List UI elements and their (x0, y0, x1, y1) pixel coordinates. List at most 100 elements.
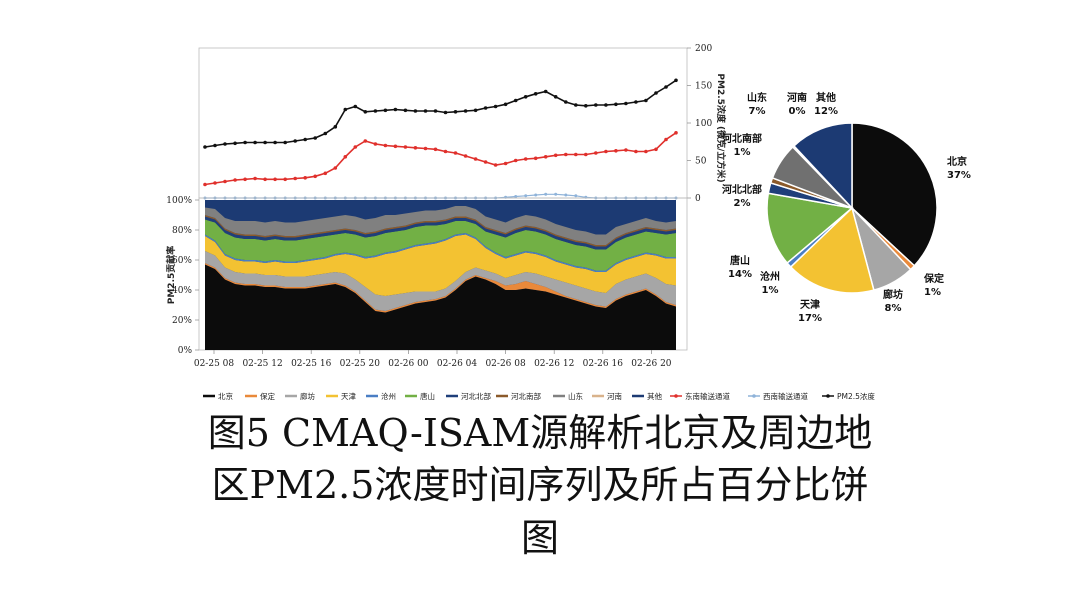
area-band-唐山 (205, 219, 676, 271)
series-line-东南输送通道 (204, 132, 677, 186)
point-东南输送通道-14 (343, 155, 348, 159)
point-西南输送通道-32 (524, 194, 528, 198)
caption-line-3: 图 (520, 516, 559, 560)
point-PM2-5浓度-4 (243, 140, 247, 145)
legend-label-东南输送通道: 东南输送通道 (685, 391, 730, 401)
point-PM2-5浓度-17 (373, 109, 378, 113)
series-line-PM2-5浓度 (204, 79, 677, 148)
pie-chart: 北京 37% 保定 1% 廊坊 8% 天津 17% 沧州 1% 唐山 14% 河北北部 2% 河北南部 1% 山… (722, 91, 971, 324)
line-ytick-label-150: 150 (695, 82, 712, 92)
point-东南输送通道-45 (654, 147, 658, 152)
point-东南输送通道-34 (543, 155, 548, 159)
point-东南输送通道-9 (293, 176, 298, 181)
point-东南输送通道-44 (644, 149, 648, 154)
caption-line-2: 区PM2.5浓度时间序列及所占百分比饼 (211, 463, 869, 507)
point-东南输送通道-0 (203, 182, 207, 187)
point-东南输送通道-32 (523, 157, 528, 161)
line-ytick-label-0: 0 (695, 194, 701, 204)
point-PM2-5浓度-23 (433, 109, 438, 113)
xtick-label-4: 02-26 00 (388, 359, 429, 369)
point-东南输送通道-28 (483, 160, 488, 164)
legend-label-保定: 保定 (260, 391, 275, 401)
point-东南输送通道-20 (403, 145, 408, 149)
line-ytick-label-200: 200 (695, 44, 712, 54)
area-band-保定 (205, 263, 676, 313)
pie-slice-北京 (851, 122, 938, 267)
point-PM2-5浓度-24 (443, 110, 448, 115)
legend-label-唐山: 唐山 (420, 391, 435, 401)
point-PM2-5浓度-42 (624, 101, 628, 106)
point-PM2-5浓度-26 (463, 109, 468, 113)
point-东南输送通道-18 (383, 143, 388, 148)
point-PM2-5浓度-14 (343, 107, 348, 112)
line-ytick-label-50: 50 (695, 157, 707, 167)
area-ytick-label-0-: 0% (178, 346, 193, 356)
xtick-label-6: 02-26 08 (485, 359, 526, 369)
point-PM2-5浓度-31 (513, 98, 518, 103)
point-PM2-5浓度-41 (614, 102, 618, 107)
point-东南输送通道-42 (624, 148, 628, 152)
point-PM2-5浓度-36 (564, 100, 568, 104)
point-东南输送通道-25 (453, 151, 458, 155)
area-ytick-label-20-: 20% (172, 316, 192, 326)
point-PM2-5浓度-15 (353, 104, 358, 109)
line-plot (203, 78, 678, 200)
point-西南输送通道-37 (574, 194, 578, 198)
point-PM2-5浓度-39 (594, 103, 598, 107)
area-band-廊坊 (205, 251, 676, 311)
area-ytick-label-60-: 60% (172, 256, 192, 266)
area-ytick-label-100-: 100% (166, 196, 192, 206)
pie-label-name-北京: 北京 (947, 155, 967, 168)
pie-label-pct-河北北部: 2% (734, 198, 751, 209)
point-西南输送通道-35 (554, 192, 558, 196)
point-PM2-5浓度-2 (223, 142, 227, 146)
point-东南输送通道-4 (243, 177, 247, 182)
legend-label-PM2-5浓度: PM2.5浓度 (837, 391, 875, 401)
pie-label-天津: 天津 17% (798, 298, 822, 324)
point-PM2-5浓度-21 (413, 109, 418, 113)
point-PM2-5浓度-1 (213, 143, 217, 148)
area-ytick-label-40-: 40% (172, 286, 192, 296)
point-PM2-5浓度-43 (634, 100, 638, 104)
pie-label-name-保定: 保定 (923, 272, 944, 285)
point-东南输送通道-26 (463, 154, 468, 158)
point-东南输送通道-10 (303, 176, 308, 180)
area-plot (205, 200, 676, 350)
pie-label-name-河北南部: 河北南部 (722, 132, 762, 145)
point-PM2-5浓度-38 (584, 104, 588, 108)
point-东南输送通道-31 (513, 158, 518, 163)
point-东南输送通道-22 (423, 146, 428, 151)
area-band-河北南部 (205, 215, 676, 247)
xtick-label-1: 02-25 12 (242, 359, 282, 369)
legend-marker-西南输送通道 (752, 394, 756, 398)
point-PM2-5浓度-44 (644, 98, 648, 103)
xtick-label-2: 02-25 16 (291, 359, 332, 369)
point-PM2-5浓度-19 (393, 107, 398, 112)
point-东南输送通道-21 (413, 146, 418, 150)
point-东南输送通道-2 (223, 179, 227, 184)
pie-label-pct-廊坊: 8% (885, 303, 902, 314)
point-东南输送通道-43 (634, 149, 638, 154)
point-东南输送通道-24 (443, 149, 448, 154)
point-东南输送通道-7 (273, 177, 277, 182)
xtick-label-5: 02-26 04 (437, 359, 478, 369)
xtick-label-0: 02-25 08 (194, 359, 235, 369)
pie-label-pct-其他: 12% (814, 106, 838, 117)
legend-label-河北北部: 河北北部 (461, 391, 491, 401)
pie-label-name-唐山: 唐山 (730, 254, 750, 267)
pie-label-pct-唐山: 14% (728, 269, 752, 280)
point-东南输送通道-8 (283, 177, 288, 182)
point-东南输送通道-36 (564, 152, 568, 157)
point-PM2-5浓度-30 (503, 102, 508, 107)
xtick-label-3: 02-25 20 (340, 359, 381, 369)
point-东南输送通道-15 (353, 145, 358, 149)
point-PM2-5浓度-40 (604, 103, 608, 107)
pie-label-name-河南: 河南 (787, 91, 807, 104)
point-东南输送通道-37 (574, 152, 578, 157)
point-东南输送通道-30 (503, 161, 508, 166)
pie-label-河北北部: 河北北部 2% (722, 183, 762, 209)
legend-label-天津: 天津 (341, 392, 356, 401)
pie-label-pct-河北南部: 1% (734, 147, 751, 158)
point-PM2-5浓度-29 (493, 104, 498, 109)
